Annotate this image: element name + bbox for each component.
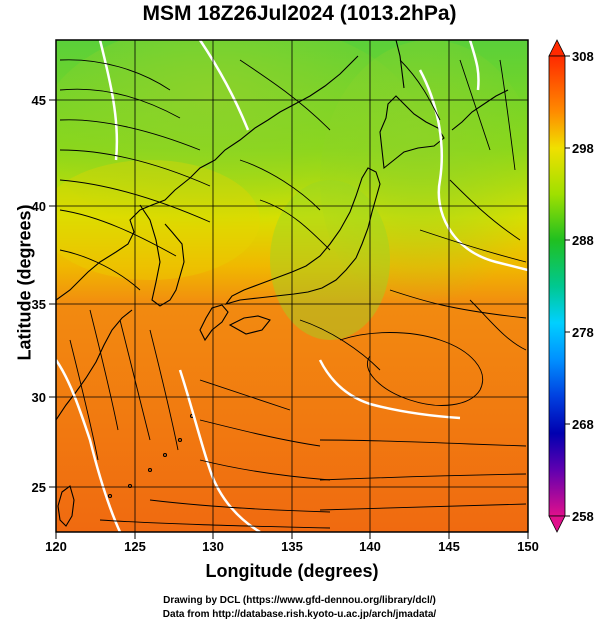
x-tick-label: 145 xyxy=(438,539,460,554)
y-tick-label: 35 xyxy=(32,297,46,312)
x-axis-ticks: 120 125 130 135 140 145 150 xyxy=(45,532,539,554)
x-tick-label: 120 xyxy=(45,539,67,554)
x-tick-label: 135 xyxy=(281,539,303,554)
credit-drawing: Drawing by DCL (https://www.gfd-dennou.o… xyxy=(163,595,436,606)
y-tick-label: 30 xyxy=(32,390,46,405)
colorbar-label: 268 xyxy=(572,417,594,432)
colorbar-label: 308 xyxy=(572,49,594,64)
colorbar-top-arrow xyxy=(548,39,566,57)
colorbar: 308 298 288 278 268 258 xyxy=(548,39,594,533)
x-tick-label: 125 xyxy=(124,539,146,554)
colorbar-label: 258 xyxy=(572,509,594,524)
colorbar-scale xyxy=(548,55,566,517)
wind-streamlines xyxy=(59,59,527,529)
temperature-field xyxy=(56,40,528,532)
graticule xyxy=(56,40,528,532)
y-tick-label: 40 xyxy=(32,199,46,214)
y-tick-label: 25 xyxy=(32,480,46,495)
x-tick-label: 150 xyxy=(517,539,539,554)
y-tick-label: 45 xyxy=(32,93,46,108)
x-axis-label: Longitude (degrees) xyxy=(205,561,379,581)
map-title: MSM 18Z26Jul2024 (1013.2hPa) xyxy=(142,2,457,25)
y-axis-label: Latitude (degrees) xyxy=(14,204,35,361)
credit-data: Data from http://database.rish.kyoto-u.a… xyxy=(162,609,437,620)
y-axis-ticks: 25 30 35 40 45 xyxy=(32,93,56,495)
colorbar-label: 278 xyxy=(572,325,594,340)
coastline xyxy=(56,40,509,527)
colorbar-label: 288 xyxy=(572,233,594,248)
colorbar-label: 298 xyxy=(572,141,594,156)
x-tick-label: 140 xyxy=(359,539,381,554)
x-tick-label: 130 xyxy=(202,539,224,554)
colorbar-bottom-arrow xyxy=(548,515,566,533)
